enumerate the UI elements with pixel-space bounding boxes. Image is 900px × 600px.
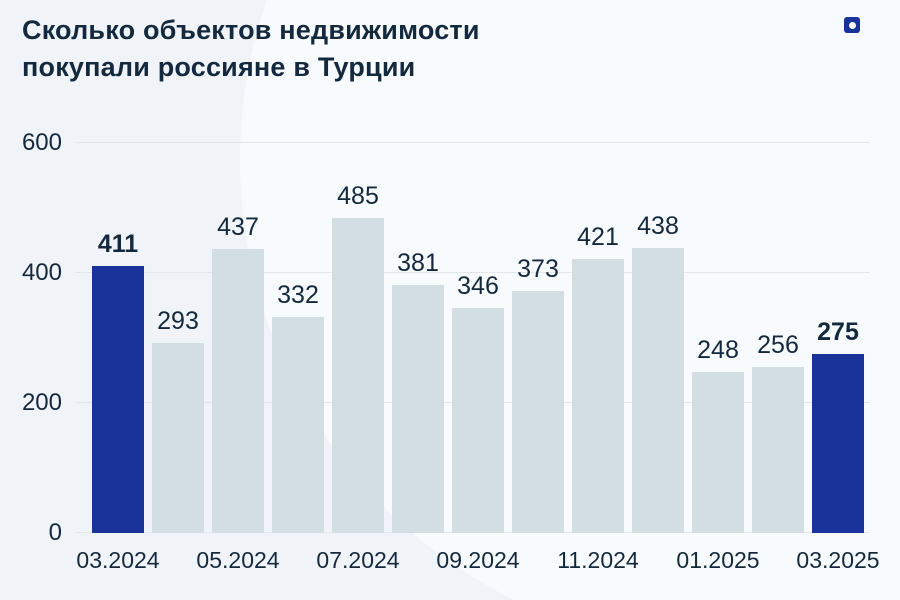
y-axis-tick-label: 200	[21, 389, 62, 416]
bar-value-label: 373	[517, 254, 559, 283]
bar	[572, 259, 624, 533]
bar	[272, 317, 324, 533]
bar-value-label: 346	[457, 272, 499, 301]
gridline	[75, 142, 870, 143]
bar	[92, 265, 144, 533]
y-axis-tick-label: 400	[21, 259, 62, 286]
bar-value-label: 438	[637, 212, 679, 241]
gridline	[75, 272, 870, 273]
x-axis-tick-label: 09.2024	[436, 547, 520, 573]
y-axis-tick-label: 0	[48, 519, 62, 546]
chart-title: Сколько объектов недвижимости покупали р…	[22, 15, 480, 82]
bar-value-label: 421	[577, 223, 619, 252]
bar	[332, 217, 384, 533]
bar-value-label: 248	[697, 335, 739, 364]
logo-dot	[848, 21, 856, 29]
bar-value-label: 381	[397, 249, 439, 278]
bar	[692, 371, 744, 533]
x-axis-tick-label: 01.2025	[676, 547, 760, 573]
bar	[812, 354, 864, 533]
bar-value-label: 293	[157, 306, 199, 335]
bar-value-label: 437	[217, 212, 259, 241]
bar-value-label: 256	[757, 330, 799, 359]
brand-logo-icon	[844, 17, 860, 33]
bar	[752, 366, 804, 533]
bar-value-label: 485	[337, 181, 379, 210]
bar-chart: 0 200 400 600 411 293 437 332 485 381 346 373 421 438…	[22, 129, 880, 573]
bar-value-label: 411	[97, 229, 139, 258]
bar-value-label: 275	[817, 318, 859, 347]
x-axis-tick-label: 03.2024	[76, 547, 160, 573]
x-axis-tick-label: 05.2024	[196, 547, 280, 573]
bar	[152, 342, 204, 533]
y-axis-tick-label: 600	[21, 129, 62, 156]
bar	[212, 248, 264, 533]
bar	[392, 285, 444, 533]
x-axis-tick-label: 03.2025	[796, 547, 880, 573]
bar-value-label: 332	[277, 281, 319, 310]
x-axis-tick-label: 07.2024	[316, 547, 400, 573]
bar	[452, 308, 504, 533]
x-axis-tick-label: 11.2024	[557, 547, 639, 573]
header: Сколько объектов недвижимости покупали р…	[22, 12, 882, 86]
bar	[512, 290, 564, 533]
bar	[632, 248, 684, 533]
